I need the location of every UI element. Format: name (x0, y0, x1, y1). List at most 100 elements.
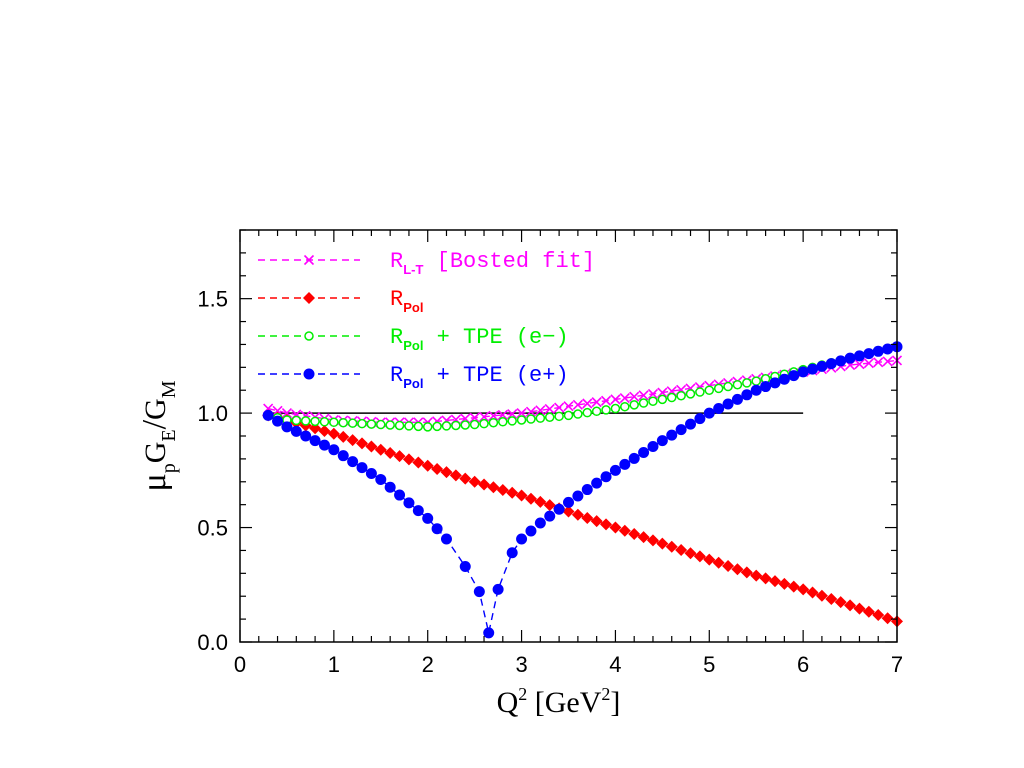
data-point (646, 534, 659, 547)
data-point (422, 512, 434, 524)
data-point (731, 393, 743, 405)
legend-marker (303, 254, 315, 266)
data-point (318, 424, 331, 437)
data-point (272, 405, 283, 416)
data-point (618, 524, 631, 537)
data-point (309, 435, 321, 447)
data-point (553, 503, 565, 515)
data-point (413, 421, 424, 432)
data-point (534, 495, 547, 508)
data-point (768, 575, 781, 588)
data-point (459, 472, 472, 485)
data-point (300, 430, 312, 442)
data-point (638, 390, 649, 401)
data-point (742, 378, 752, 388)
data-point (723, 381, 733, 392)
data-point (628, 527, 641, 540)
data-point (347, 418, 358, 428)
legend-label: RL-T [Bosted fit] (390, 249, 595, 277)
data-point (872, 608, 885, 621)
data-point (582, 407, 593, 418)
data-point (422, 422, 433, 432)
data-point (492, 583, 504, 595)
data-point (309, 422, 322, 435)
data-point (572, 399, 583, 410)
data-point (449, 469, 462, 482)
data-point (516, 533, 528, 545)
data-point (844, 599, 857, 612)
data-point (478, 478, 491, 491)
data-point (374, 443, 387, 456)
legend-entry: RPol + TPE (e−) (258, 325, 569, 353)
x-tick-label: 3 (515, 652, 527, 677)
data-point (619, 392, 630, 404)
data-point (675, 424, 687, 436)
data-point (573, 409, 583, 419)
data-point (610, 403, 621, 414)
data-point (656, 537, 669, 550)
data-point (713, 383, 724, 394)
data-point (562, 505, 575, 518)
data-point (487, 481, 500, 494)
data-point (318, 439, 330, 451)
data-point (863, 348, 875, 360)
data-point (498, 417, 508, 427)
data-point (582, 398, 593, 409)
data-point (657, 387, 668, 398)
data-point (600, 471, 612, 483)
data-point (854, 359, 865, 370)
data-point (694, 413, 706, 425)
data-point (685, 389, 696, 399)
data-point (402, 453, 415, 466)
data-point (291, 415, 302, 426)
data-point (516, 415, 527, 425)
data-point (524, 492, 537, 505)
data-point (441, 421, 452, 431)
data-point (375, 473, 387, 485)
data-point (591, 406, 602, 417)
data-point (356, 437, 369, 450)
data-point (815, 589, 828, 602)
data-point (685, 418, 697, 430)
data-point (473, 586, 485, 598)
data-point (628, 452, 640, 464)
data-point (750, 384, 762, 396)
data-point (404, 421, 414, 431)
data-point (460, 420, 471, 430)
data-point (440, 533, 452, 545)
data-point (675, 543, 688, 556)
data-point (684, 547, 697, 560)
data-point (281, 421, 293, 433)
series-line (268, 346, 898, 428)
data-point (581, 484, 593, 496)
data-point (778, 577, 791, 590)
data-point (507, 408, 518, 420)
data-point (459, 560, 471, 572)
data-point (731, 563, 744, 576)
data-point (722, 560, 735, 573)
data-point (656, 435, 668, 447)
data-point (385, 420, 395, 430)
data-point (882, 343, 894, 355)
data-point (328, 444, 340, 456)
series-3 (262, 341, 903, 639)
data-point (816, 360, 828, 372)
data-point (478, 411, 490, 422)
data-point (693, 550, 706, 563)
data-point (507, 416, 517, 426)
data-point (338, 417, 348, 428)
data-point (525, 525, 537, 537)
data-point (825, 358, 837, 370)
data-point (440, 466, 453, 479)
x-axis-title: Q2 [GeV2] (497, 684, 621, 719)
data-point (666, 392, 677, 403)
data-point (431, 462, 444, 475)
data-point (882, 356, 893, 367)
data-point (600, 518, 613, 531)
x-tick-label: 7 (891, 652, 903, 677)
x-tick-label: 2 (422, 652, 434, 677)
data-point (272, 415, 284, 427)
x-tick-label: 5 (703, 652, 715, 677)
data-point (750, 569, 763, 582)
data-point (262, 409, 274, 421)
